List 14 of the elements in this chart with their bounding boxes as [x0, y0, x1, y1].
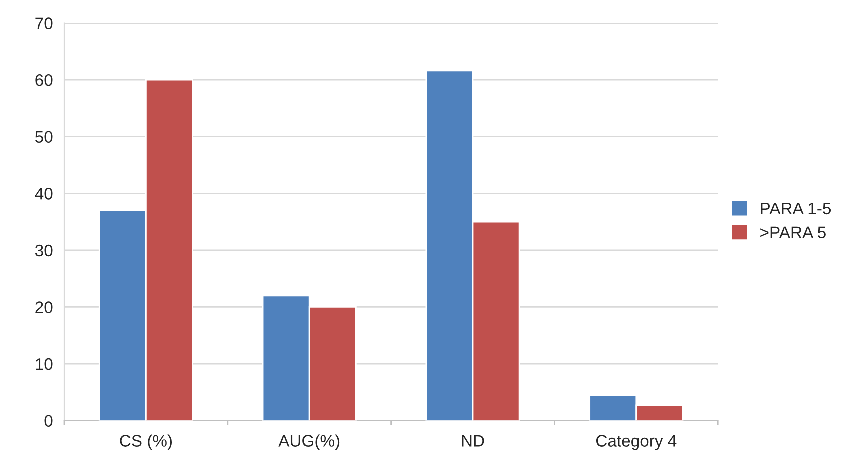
- y-tick-label: 60: [36, 74, 53, 86]
- y-tick-label: 50: [36, 131, 53, 144]
- x-tick-label: Category 4: [596, 435, 677, 450]
- y-tick-label: 0: [44, 415, 53, 428]
- y-tick-label: 70: [36, 18, 53, 30]
- x-tick-label: AUG(%): [278, 434, 340, 450]
- y-tick-label: 10: [36, 358, 53, 370]
- x-tick-label: CS (%): [120, 434, 172, 450]
- legend-label: PARA 1-5: [761, 202, 832, 215]
- x-tick-label: ND: [462, 435, 484, 447]
- y-tick-label: 20: [36, 302, 53, 314]
- legend-label: >PARA 5: [760, 226, 826, 239]
- y-tick-label: 30: [35, 244, 53, 257]
- y-tick-label: 40: [35, 188, 53, 200]
